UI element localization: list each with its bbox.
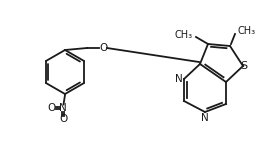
- Text: O: O: [99, 43, 107, 53]
- Text: S: S: [241, 61, 248, 71]
- Text: N: N: [201, 113, 209, 123]
- Text: CH₃: CH₃: [237, 26, 255, 36]
- Text: O: O: [59, 114, 67, 124]
- Text: N: N: [59, 103, 67, 113]
- Text: N: N: [175, 74, 183, 84]
- Text: CH₃: CH₃: [175, 30, 193, 40]
- Text: O: O: [48, 103, 56, 113]
